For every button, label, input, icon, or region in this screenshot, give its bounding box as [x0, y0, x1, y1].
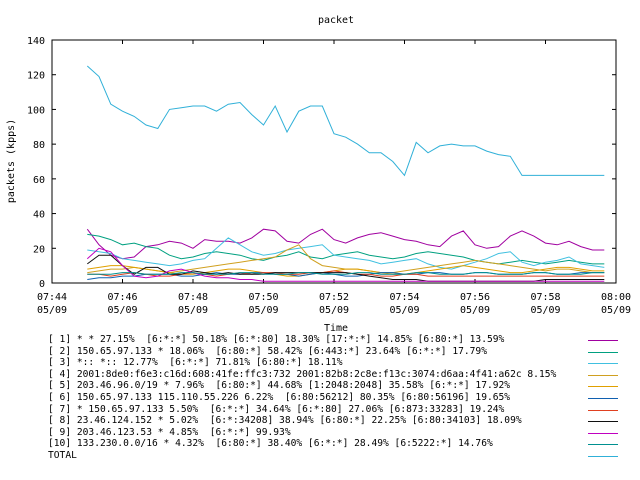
y-tick-label: 60: [33, 175, 45, 186]
series-lines: [86, 65, 605, 282]
series-line-3: [87, 237, 605, 270]
series-line-5: [87, 265, 605, 277]
x-tick-label-date: 05/09: [178, 305, 208, 316]
x-tick-label-date: 05/09: [530, 305, 560, 316]
x-tick-label-date: 05/09: [37, 305, 67, 316]
x-tick-label-time: 07:56: [460, 292, 490, 303]
x-tick-label-date: 05/09: [319, 305, 349, 316]
x-tick-label-date: 05/09: [601, 305, 631, 316]
series-line-11: [86, 65, 605, 177]
x-tick-label-date: 05/09: [107, 305, 137, 316]
y-tick-label: 20: [33, 244, 45, 255]
x-tick-label-date: 05/09: [248, 305, 278, 316]
y-axis-ticks: 0 20 40 60 80 100 120 140: [27, 36, 616, 290]
x-tick-label-time: 07:48: [178, 292, 208, 303]
y-tick-label: 100: [27, 105, 45, 116]
series-line-9: [86, 247, 605, 282]
x-tick-label-time: 07:50: [248, 292, 278, 303]
y-axis-label: packets (kpps): [6, 119, 17, 203]
series-line-10: [87, 272, 605, 275]
x-tick-label-time: 07:52: [319, 292, 349, 303]
x-tick-label-time: 08:00: [601, 292, 631, 303]
y-tick-label: 0: [39, 279, 45, 290]
x-axis-ticks: 07:44 05/09 07:46 05/09 07:48 05/09 07:50 05/09…: [37, 40, 631, 316]
x-tick-label-time: 07:54: [389, 292, 419, 303]
y-tick-label: 120: [27, 71, 45, 82]
x-axis-label: Time: [324, 323, 348, 334]
x-tick-label-date: 05/09: [389, 305, 419, 316]
plot-frame: [51, 39, 617, 284]
y-tick-label: 40: [33, 210, 45, 221]
x-tick-label-time: 07:46: [107, 292, 137, 303]
x-tick-label-date: 05/09: [460, 305, 490, 316]
series-line-1: [86, 228, 605, 260]
y-tick-label: 140: [27, 36, 45, 47]
chart-title: packet: [318, 15, 354, 26]
series-line-4: [87, 244, 605, 274]
x-tick-label-time: 07:44: [37, 292, 67, 303]
y-tick-label: 80: [33, 140, 45, 151]
x-tick-label-time: 07:58: [530, 292, 560, 303]
series-line-2: [87, 233, 605, 265]
